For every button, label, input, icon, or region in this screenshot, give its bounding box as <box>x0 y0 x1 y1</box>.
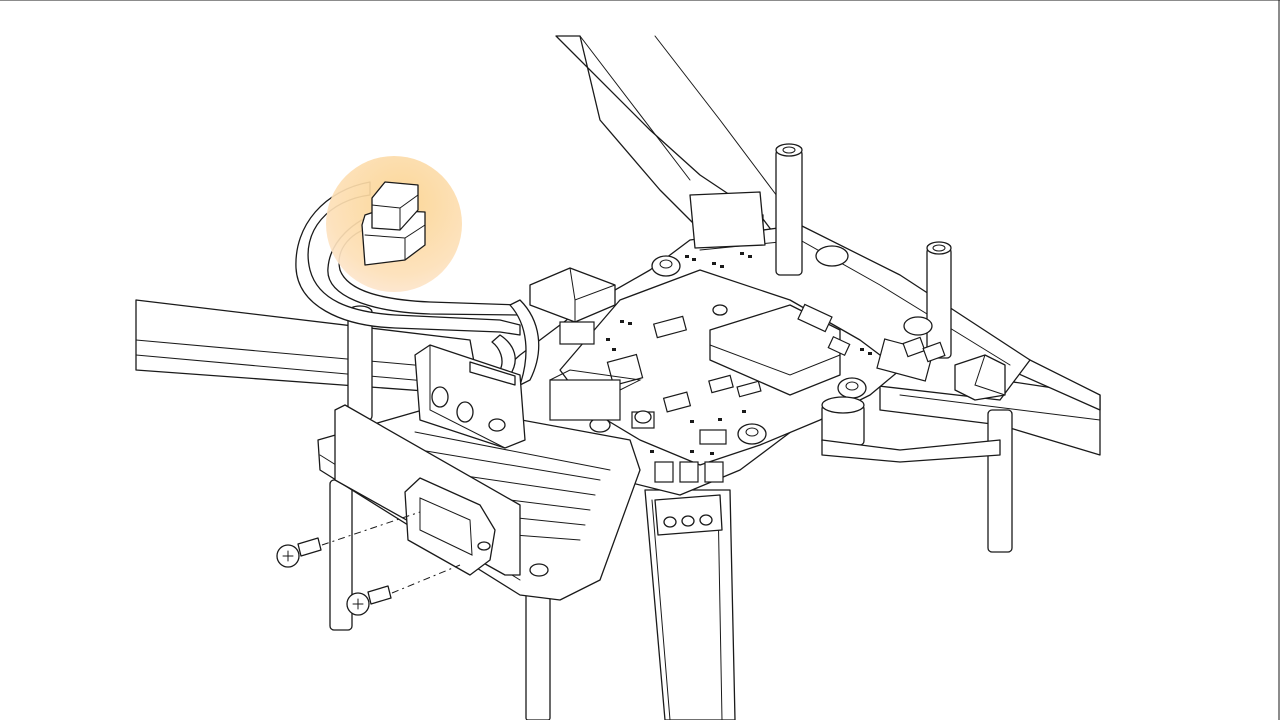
drone-arm-bottom-icon <box>644 489 736 720</box>
motor-connector-icon <box>821 354 1006 463</box>
board-connector-icon <box>529 267 642 421</box>
battery-plug-icon <box>361 181 426 266</box>
bottom-motor-connector-icon <box>654 191 766 536</box>
esc-heatsink-icon <box>317 404 641 601</box>
xt-power-connector-icon <box>414 344 526 449</box>
power-distribution-board-icon <box>559 214 946 483</box>
screw-icon <box>276 511 461 616</box>
